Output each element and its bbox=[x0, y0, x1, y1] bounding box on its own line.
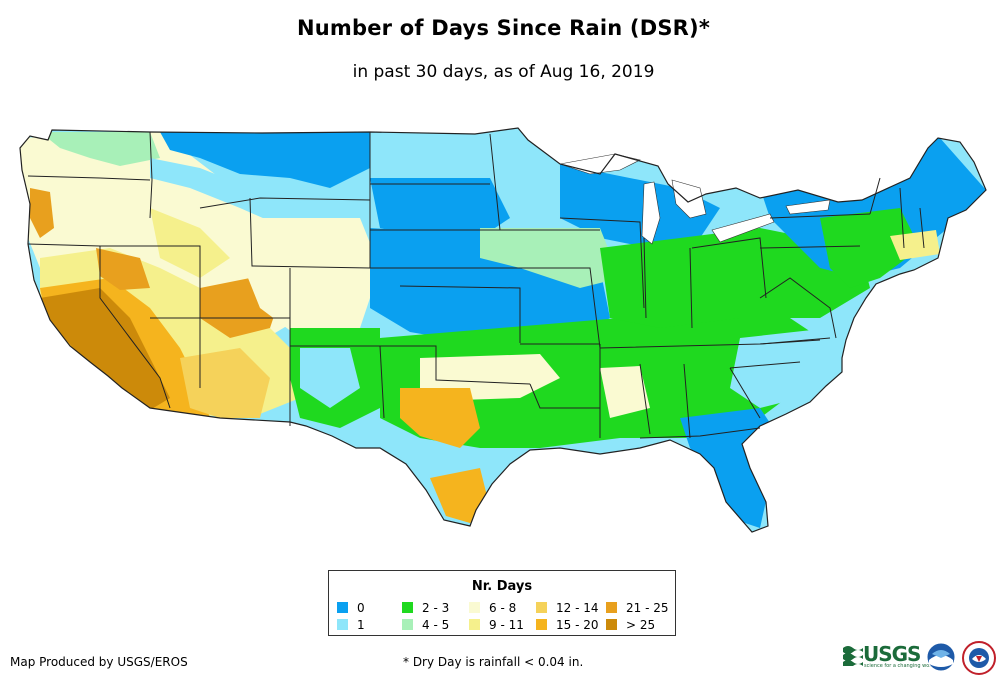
legend-item-9-11: 9 - 11 bbox=[469, 618, 524, 632]
border-wa-or bbox=[27, 175, 151, 181]
border-mn-ia bbox=[489, 133, 600, 231]
border-ok-tx bbox=[380, 345, 531, 385]
usgs-tagline: science for a changing world bbox=[864, 663, 936, 669]
border-ia-mo bbox=[500, 267, 601, 349]
conus-outline bbox=[19, 127, 987, 533]
border-newengland bbox=[869, 177, 925, 249]
border-or-ca bbox=[27, 243, 101, 247]
legend-swatch bbox=[402, 602, 413, 613]
lake-ontario bbox=[785, 199, 831, 215]
legend-title: Nr. Days bbox=[471, 579, 533, 594]
lake-erie bbox=[711, 213, 775, 243]
legend-item-2-3: 2 - 3 bbox=[402, 601, 449, 615]
legend-swatch bbox=[536, 619, 547, 630]
legend-swatch bbox=[337, 619, 348, 630]
legend-item-6-8: 6 - 8 bbox=[469, 601, 516, 615]
border-il-in bbox=[643, 237, 693, 329]
region-newmexico-light bbox=[300, 348, 360, 408]
legend-swatch bbox=[606, 619, 617, 630]
region-dakotas-blue bbox=[370, 178, 510, 238]
border-pa-ny bbox=[759, 213, 871, 249]
border-va-wv bbox=[759, 277, 837, 339]
border-fl bbox=[639, 427, 761, 439]
us-map bbox=[0, 118, 1007, 548]
border-mt-wy bbox=[199, 197, 371, 209]
border-ca-nv bbox=[99, 246, 171, 409]
region-texas-gold bbox=[400, 388, 480, 448]
region-midwest-green bbox=[600, 228, 870, 328]
border-wy-co bbox=[249, 197, 371, 269]
region-california-dark bbox=[40, 288, 170, 410]
region-idaho-yellow bbox=[150, 208, 230, 278]
region-colorado-pale bbox=[240, 218, 380, 338]
region-arizona-gold bbox=[180, 348, 270, 418]
region-newengland-pale bbox=[890, 230, 940, 260]
usgs-wave-icon bbox=[843, 646, 863, 666]
legend-item-1: 1 bbox=[337, 618, 365, 632]
region-greatlakes-blue bbox=[560, 164, 720, 248]
legend-swatch bbox=[469, 619, 480, 630]
region-iowa-green bbox=[480, 228, 620, 288]
legend-swatch bbox=[536, 602, 547, 613]
region-nevada-orange bbox=[96, 248, 150, 290]
legend-item-gt-25: > 25 bbox=[606, 618, 655, 632]
legend-item-21-25: 21 - 25 bbox=[606, 601, 669, 615]
legend: Nr. Days 0 1 2 - 3 4 - 5 6 - 8 9 - 11 12… bbox=[328, 570, 676, 636]
border-ne-ks bbox=[370, 267, 521, 343]
legend-item-12-14: 12 - 14 bbox=[536, 601, 599, 615]
region-oregon-orange bbox=[30, 188, 54, 238]
region-southtexas-gold bbox=[430, 468, 490, 523]
border-carolinas bbox=[729, 337, 831, 369]
region-mississippi-pale bbox=[600, 366, 650, 418]
noaa-logo bbox=[926, 642, 956, 672]
region-carolina-light bbox=[730, 328, 840, 408]
region-washington-green bbox=[40, 132, 160, 166]
lake-michigan bbox=[641, 181, 661, 245]
credit-text: Map Produced by USGS/EROS bbox=[10, 655, 188, 669]
usgs-logo: USGS science for a changing world bbox=[843, 641, 936, 671]
border-id-mt bbox=[149, 131, 153, 219]
legend-item-0: 0 bbox=[337, 601, 365, 615]
region-montana-blue bbox=[160, 132, 370, 188]
region-northeast-green bbox=[820, 208, 920, 288]
border-dakotas bbox=[369, 132, 500, 268]
legend-swatch bbox=[469, 602, 480, 613]
legend-swatch bbox=[337, 602, 348, 613]
legend-swatch bbox=[402, 619, 413, 630]
legend-item-4-5: 4 - 5 bbox=[402, 618, 449, 632]
border-oh bbox=[691, 237, 767, 299]
legend-swatch bbox=[606, 602, 617, 613]
nws-logo bbox=[962, 641, 996, 675]
map-subtitle: in past 30 days, as of Aug 16, 2019 bbox=[352, 62, 655, 82]
border-nv-ut bbox=[100, 245, 201, 388]
map-title: Number of Days Since Rain (DSR)* bbox=[296, 16, 711, 40]
great-lakes bbox=[559, 153, 831, 245]
legend-item-15-20: 15 - 20 bbox=[536, 618, 599, 632]
lake-huron bbox=[671, 179, 707, 219]
border-wi-il bbox=[559, 217, 645, 309]
usgs-wordmark: USGS bbox=[863, 642, 921, 666]
border-ms-al-ga bbox=[599, 363, 761, 439]
state-boundaries bbox=[27, 131, 925, 439]
footnote-text: * Dry Day is rainfall < 0.04 in. bbox=[403, 655, 584, 669]
